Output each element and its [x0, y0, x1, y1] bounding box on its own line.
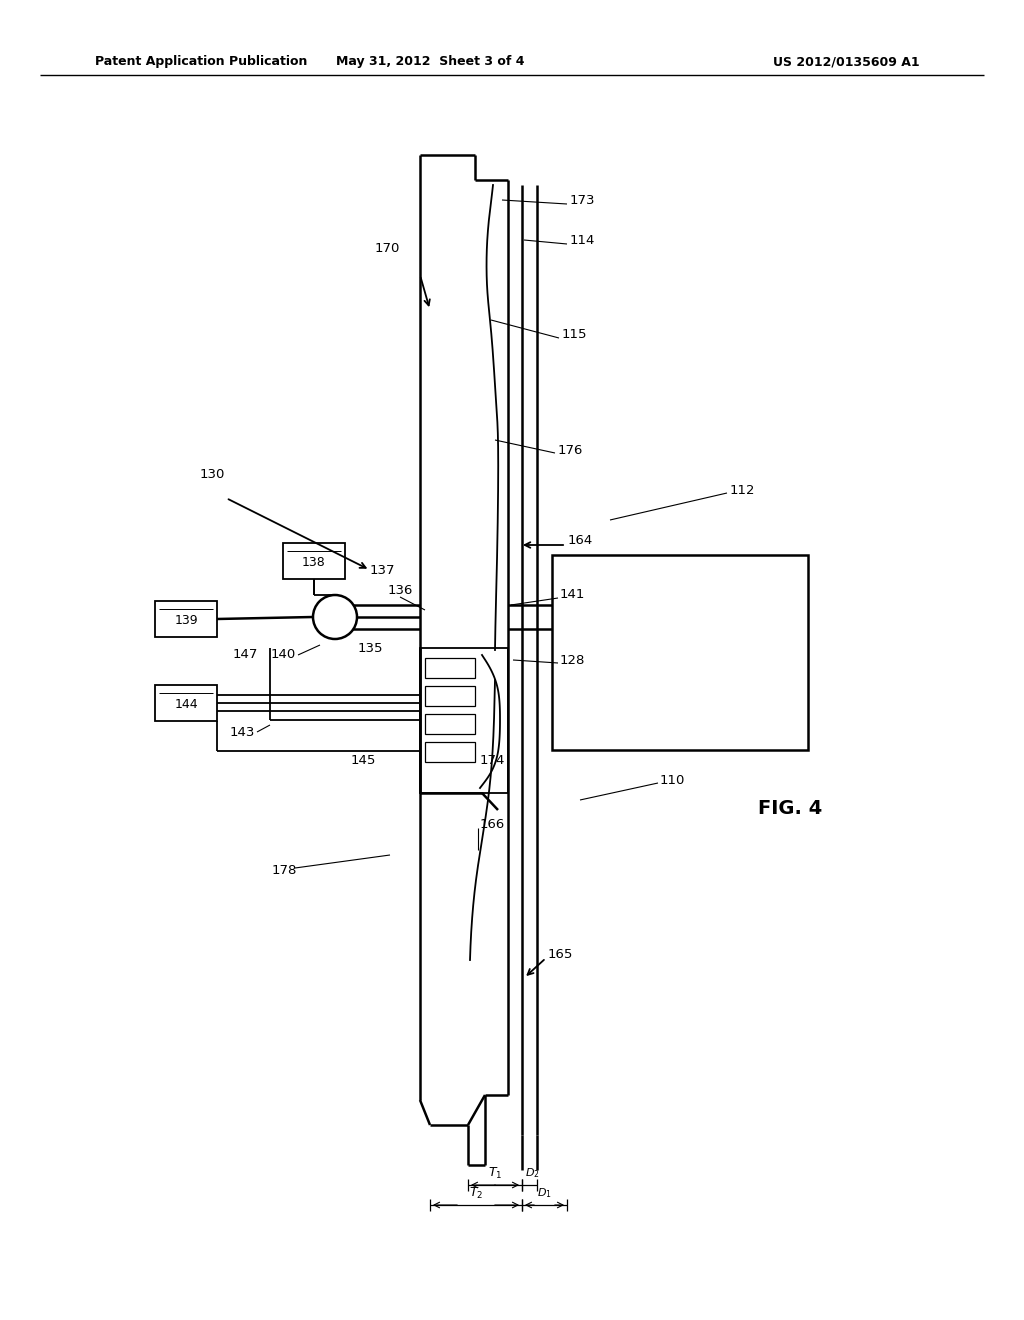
Text: 136: 136: [387, 583, 413, 597]
Bar: [552, 554, 808, 750]
Text: 143: 143: [229, 726, 255, 738]
Text: 139: 139: [174, 615, 198, 627]
Bar: [420, 648, 508, 793]
Text: 166: 166: [480, 818, 505, 832]
Text: 174: 174: [480, 754, 506, 767]
Text: 114: 114: [570, 234, 595, 247]
Text: 115: 115: [562, 329, 588, 342]
Text: $D_1$: $D_1$: [538, 1187, 552, 1200]
Bar: [155, 685, 217, 721]
Text: $T_2$: $T_2$: [469, 1185, 483, 1201]
Text: 138: 138: [302, 557, 326, 569]
Text: 137: 137: [370, 564, 395, 577]
Text: 144: 144: [174, 698, 198, 711]
Text: Patent Application Publication: Patent Application Publication: [95, 55, 307, 69]
Text: 145: 145: [350, 754, 376, 767]
Text: US 2012/0135609 A1: US 2012/0135609 A1: [773, 55, 920, 69]
Text: 170: 170: [375, 242, 400, 255]
Text: 164: 164: [568, 533, 593, 546]
Text: 140: 140: [270, 648, 296, 661]
Text: 128: 128: [560, 653, 586, 667]
Bar: [283, 543, 345, 579]
Bar: [425, 742, 475, 762]
Text: May 31, 2012  Sheet 3 of 4: May 31, 2012 Sheet 3 of 4: [336, 55, 524, 69]
Text: 147: 147: [232, 648, 258, 661]
Text: $D_2$: $D_2$: [525, 1166, 540, 1180]
Text: 173: 173: [570, 194, 596, 206]
Bar: [425, 657, 475, 678]
Bar: [425, 714, 475, 734]
Text: FIG. 4: FIG. 4: [758, 799, 822, 817]
Text: 135: 135: [358, 642, 384, 655]
Circle shape: [313, 595, 357, 639]
Text: 165: 165: [548, 949, 573, 961]
Text: 176: 176: [558, 444, 584, 457]
Text: $T_1$: $T_1$: [487, 1166, 502, 1180]
Bar: [155, 601, 217, 638]
Bar: [425, 686, 475, 706]
Text: 178: 178: [272, 863, 297, 876]
Text: 110: 110: [660, 774, 685, 787]
Text: 141: 141: [560, 589, 586, 602]
Text: 130: 130: [200, 469, 225, 482]
Text: 112: 112: [730, 483, 756, 496]
